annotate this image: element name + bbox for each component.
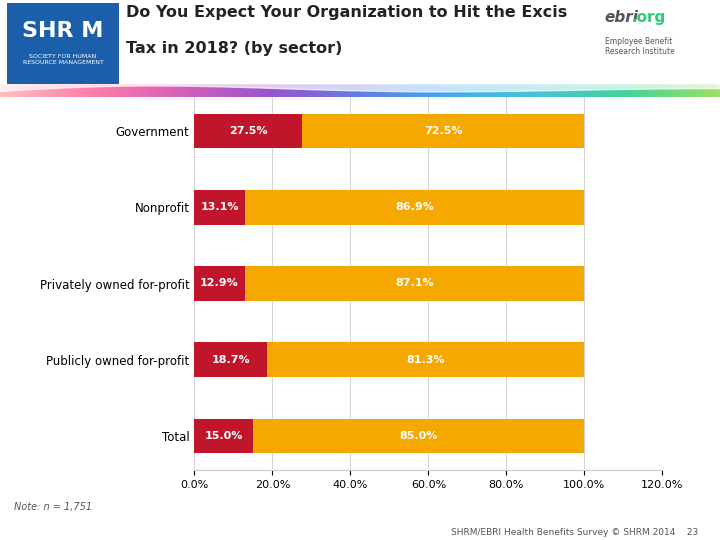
Bar xyxy=(253,418,585,453)
Text: 12.9%: 12.9% xyxy=(200,279,239,288)
Bar xyxy=(267,342,585,377)
Bar xyxy=(194,342,267,377)
Text: .org: .org xyxy=(631,10,666,25)
Bar xyxy=(245,266,585,301)
Bar xyxy=(194,190,246,225)
Text: Employee Benefit
Research Institute: Employee Benefit Research Institute xyxy=(605,37,675,56)
Text: SHRM/EBRI Health Benefits Survey © SHRM 2014    23: SHRM/EBRI Health Benefits Survey © SHRM … xyxy=(451,528,698,537)
Text: Tax in 2018? (by sector): Tax in 2018? (by sector) xyxy=(126,40,343,56)
Text: Do You Expect Your Organization to Hit the Excis: Do You Expect Your Organization to Hit t… xyxy=(126,5,567,21)
Text: 87.1%: 87.1% xyxy=(395,279,434,288)
Text: 18.7%: 18.7% xyxy=(212,355,250,365)
Text: SOCIETY FOR HUMAN
RESOURCE MANAGEMENT: SOCIETY FOR HUMAN RESOURCE MANAGEMENT xyxy=(22,54,104,65)
Text: 13.1%: 13.1% xyxy=(201,202,239,212)
Text: 27.5%: 27.5% xyxy=(229,126,267,136)
Text: 15.0%: 15.0% xyxy=(204,431,243,441)
Text: 72.5%: 72.5% xyxy=(424,126,462,136)
Bar xyxy=(302,114,585,148)
Text: SHR M: SHR M xyxy=(22,21,104,41)
Bar xyxy=(194,114,302,148)
Text: 85.0%: 85.0% xyxy=(400,431,438,441)
Text: Note: n = 1,751: Note: n = 1,751 xyxy=(14,502,93,512)
Bar xyxy=(194,418,253,453)
Text: 81.3%: 81.3% xyxy=(407,355,445,365)
Bar xyxy=(194,266,245,301)
Bar xyxy=(246,190,585,225)
Text: 86.9%: 86.9% xyxy=(395,202,434,212)
Text: ebri: ebri xyxy=(605,10,639,25)
